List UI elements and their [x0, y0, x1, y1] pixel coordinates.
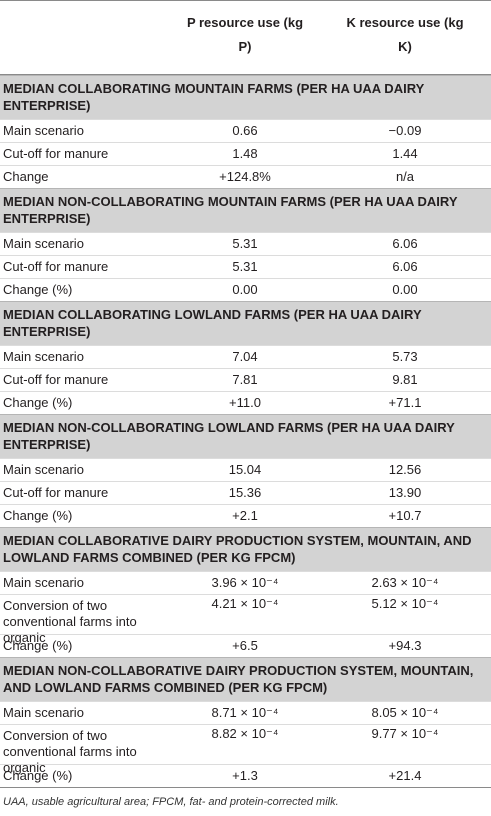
- k-resource-column-header: K resource use (kg K): [346, 15, 464, 54]
- p-value: 8.71 × 10⁻⁴: [211, 705, 279, 720]
- table-row: Conversion of two conventional farms int…: [0, 724, 491, 775]
- section-heading: MEDIAN NON-COLLABORATIVE DAIRY PRODUCTIO…: [0, 657, 491, 701]
- p-value: +6.5: [232, 638, 258, 653]
- row-label: Main scenario: [3, 349, 84, 364]
- k-value: +10.7: [388, 508, 422, 523]
- row-label: Conversion of two conventional farms int…: [3, 728, 137, 775]
- p-value: 15.36: [228, 485, 262, 500]
- row-label: Main scenario: [3, 462, 84, 477]
- k-value: +94.3: [388, 638, 422, 653]
- table-row: Main scenario 3.96 × 10⁻⁴ 2.63 × 10⁻⁴: [0, 571, 491, 594]
- row-label: Conversion of two conventional farms int…: [3, 598, 137, 645]
- table-row: Main scenario 7.04 5.73: [0, 345, 491, 368]
- row-label: Main scenario: [3, 123, 84, 138]
- k-value: −0.09: [388, 123, 422, 138]
- p-value: +1.3: [232, 768, 258, 783]
- row-label: Cut-off for manure: [3, 372, 109, 387]
- table-row: Change (%) +6.5 +94.3: [0, 634, 491, 657]
- p-value: 15.04: [228, 462, 262, 477]
- k-value: 6.06: [392, 259, 418, 274]
- table-row: Cut-off for manure 7.81 9.81: [0, 368, 491, 391]
- k-value: 6.06: [392, 236, 418, 251]
- p-value: +2.1: [232, 508, 258, 523]
- k-value: 5.73: [392, 349, 418, 364]
- k-value: 8.05 × 10⁻⁴: [371, 705, 439, 720]
- table-header: P resource use (kg P) K resource use (kg…: [0, 0, 491, 75]
- row-label: Cut-off for manure: [3, 485, 109, 500]
- table-row: Conversion of two conventional farms int…: [0, 594, 491, 645]
- table-bottom-rule: [0, 787, 491, 788]
- table-body: MEDIAN COLLABORATING MOUNTAIN FARMS (PER…: [0, 75, 491, 787]
- table-row: Main scenario 8.71 × 10⁻⁴ 8.05 × 10⁻⁴: [0, 701, 491, 724]
- table-row: Change (%) 0.00 0.00: [0, 278, 491, 301]
- k-value: 12.56: [388, 462, 422, 477]
- k-value: 2.63 × 10⁻⁴: [371, 575, 439, 590]
- section-heading: MEDIAN NON-COLLABORATING LOWLAND FARMS (…: [0, 414, 491, 458]
- k-value: +21.4: [388, 768, 422, 783]
- row-label: Main scenario: [3, 236, 84, 251]
- row-label: Cut-off for manure: [3, 259, 109, 274]
- k-value: 5.12 × 10⁻⁴: [371, 596, 439, 611]
- p-resource-column-header: P resource use (kg P): [186, 15, 304, 54]
- p-value: 7.04: [232, 349, 258, 364]
- p-value: 0.66: [232, 123, 258, 138]
- section-heading: MEDIAN NON-COLLABORATING MOUNTAIN FARMS …: [0, 188, 491, 232]
- k-value: 9.77 × 10⁻⁴: [371, 726, 439, 741]
- row-label: Change (%): [3, 395, 73, 410]
- table-row: Cut-off for manure 15.36 13.90: [0, 481, 491, 504]
- section-heading: MEDIAN COLLABORATIVE DAIRY PRODUCTION SY…: [0, 527, 491, 571]
- k-value: n/a: [395, 169, 415, 184]
- k-value: 9.81: [392, 372, 418, 387]
- p-value: +124.8%: [219, 169, 271, 184]
- k-value: 0.00: [392, 282, 418, 297]
- table-row: Change (%) +2.1 +10.7: [0, 504, 491, 527]
- table-row: Main scenario 15.04 12.56: [0, 458, 491, 481]
- section-heading: MEDIAN COLLABORATING MOUNTAIN FARMS (PER…: [0, 75, 491, 119]
- table-footnote: UAA, usable agricultural area; FPCM, fat…: [3, 796, 339, 808]
- row-label: Change (%): [3, 638, 73, 653]
- table-row: Change +124.8% n/a: [0, 165, 491, 188]
- k-value: 13.90: [388, 485, 422, 500]
- k-value: +71.1: [388, 395, 422, 410]
- table-row: Main scenario 5.31 6.06: [0, 232, 491, 255]
- row-label: Change: [3, 169, 49, 184]
- p-value: 5.31: [232, 259, 258, 274]
- row-label: Cut-off for manure: [3, 146, 109, 161]
- p-value: +11.0: [229, 395, 261, 410]
- row-label: Change (%): [3, 768, 73, 783]
- row-label: Main scenario: [3, 575, 84, 590]
- table-row: Main scenario 0.66 −0.09: [0, 119, 491, 142]
- p-value: 0.00: [232, 282, 258, 297]
- data-table: P resource use (kg P) K resource use (kg…: [0, 0, 491, 788]
- p-value: 7.81: [232, 372, 258, 387]
- table-row: Cut-off for manure 5.31 6.06: [0, 255, 491, 278]
- section-heading: MEDIAN COLLABORATING LOWLAND FARMS (PER …: [0, 301, 491, 345]
- k-value: 1.44: [392, 146, 418, 161]
- p-value: 3.96 × 10⁻⁴: [211, 575, 279, 590]
- table-row: Change (%) +11.0 +71.1: [0, 391, 491, 414]
- p-value: 5.31: [232, 236, 258, 251]
- p-value: 8.82 × 10⁻⁴: [211, 726, 279, 741]
- row-label: Change (%): [3, 508, 73, 523]
- p-value: 4.21 × 10⁻⁴: [211, 596, 279, 611]
- row-label: Main scenario: [3, 705, 84, 720]
- row-label: Change (%): [3, 282, 73, 297]
- p-value: 1.48: [232, 146, 258, 161]
- table-row: Change (%) +1.3 +21.4: [0, 764, 491, 787]
- table-row: Cut-off for manure 1.48 1.44: [0, 142, 491, 165]
